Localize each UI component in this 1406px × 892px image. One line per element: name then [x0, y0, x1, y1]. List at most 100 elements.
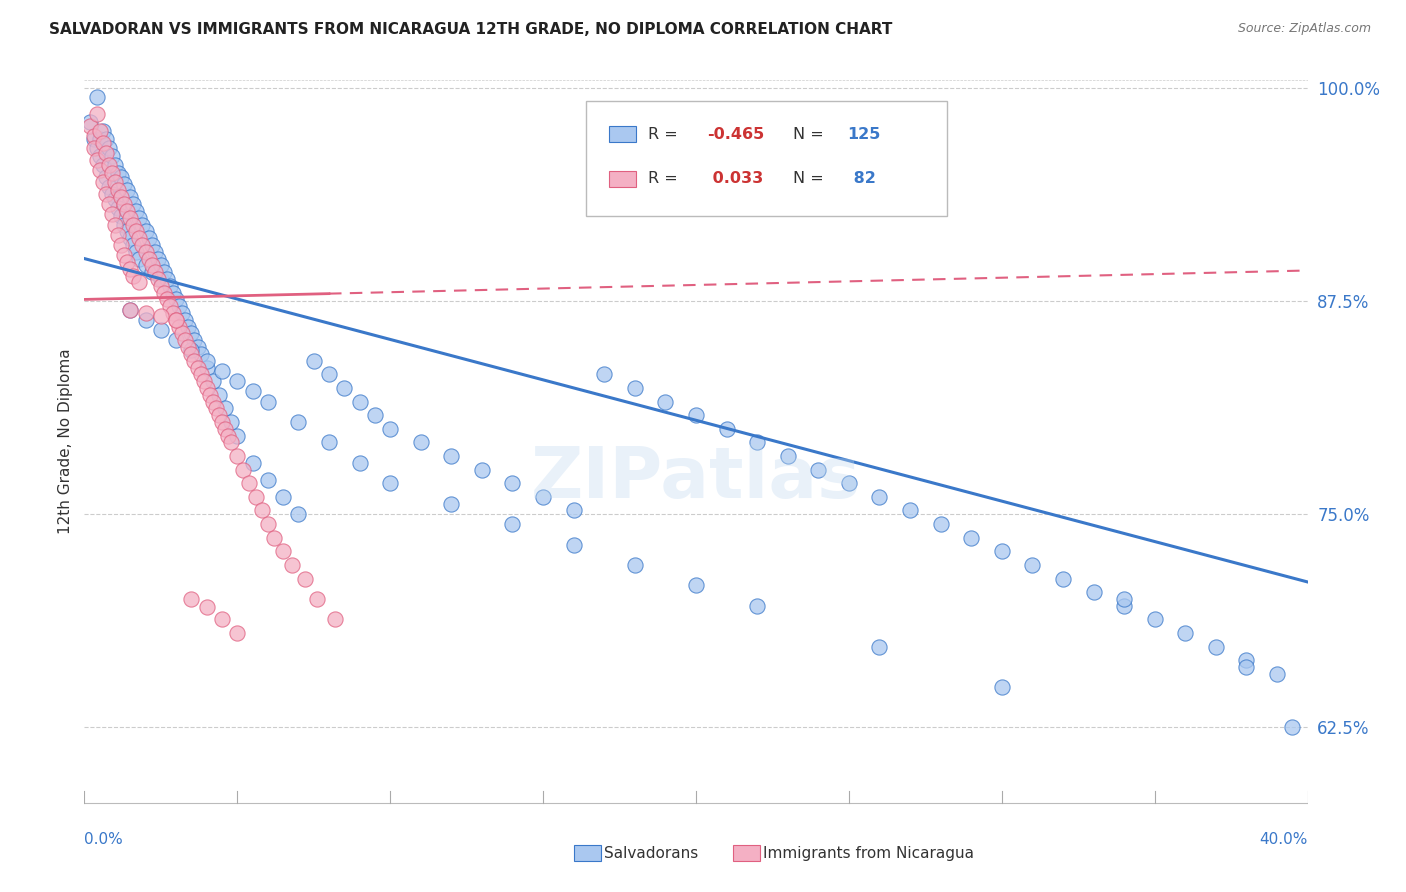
- Point: [257, 394, 280, 409]
- Point: [180, 591, 202, 606]
- Point: [502, 517, 524, 532]
- Point: [115, 184, 138, 198]
- Point: [162, 285, 184, 300]
- Point: [217, 428, 239, 442]
- Y-axis label: 12th Grade, No Diploma: 12th Grade, No Diploma: [58, 349, 73, 534]
- Point: [281, 558, 304, 572]
- Point: [143, 244, 166, 259]
- Point: [149, 323, 172, 337]
- Point: [190, 368, 212, 382]
- Point: [869, 640, 891, 654]
- Point: [776, 449, 799, 463]
- Point: [242, 384, 264, 399]
- Point: [1281, 720, 1303, 734]
- Point: [471, 462, 494, 476]
- Point: [214, 422, 236, 436]
- Point: [122, 218, 145, 232]
- Point: [94, 132, 117, 146]
- Point: [226, 626, 249, 640]
- Point: [112, 197, 135, 211]
- Point: [263, 531, 285, 545]
- Point: [110, 190, 132, 204]
- Point: [86, 141, 108, 155]
- Point: [1052, 572, 1074, 586]
- FancyBboxPatch shape: [609, 170, 636, 186]
- Point: [101, 186, 124, 201]
- Point: [107, 184, 129, 198]
- Point: [287, 415, 309, 429]
- Point: [104, 175, 127, 189]
- Point: [245, 490, 267, 504]
- Point: [208, 408, 231, 422]
- Point: [716, 422, 738, 436]
- Text: 40.0%: 40.0%: [1260, 832, 1308, 847]
- Point: [747, 435, 769, 450]
- Point: [201, 394, 224, 409]
- Point: [531, 490, 554, 504]
- Point: [131, 238, 153, 252]
- Text: Immigrants from Nicaragua: Immigrants from Nicaragua: [763, 846, 974, 861]
- Point: [257, 473, 280, 487]
- Point: [149, 259, 172, 273]
- Text: -0.465: -0.465: [707, 127, 765, 142]
- Point: [257, 517, 280, 532]
- Point: [174, 313, 197, 327]
- Point: [305, 591, 328, 606]
- Point: [112, 248, 135, 262]
- Point: [159, 299, 181, 313]
- Point: [156, 272, 179, 286]
- Point: [318, 435, 340, 450]
- Point: [79, 119, 101, 133]
- Point: [201, 374, 224, 388]
- Point: [349, 456, 371, 470]
- Point: [271, 490, 294, 504]
- Point: [654, 394, 676, 409]
- FancyBboxPatch shape: [609, 126, 636, 143]
- Point: [1236, 653, 1258, 667]
- Point: [195, 360, 218, 375]
- Point: [180, 343, 202, 358]
- Point: [174, 333, 197, 347]
- Point: [107, 227, 129, 242]
- Point: [83, 129, 105, 144]
- Point: [122, 238, 145, 252]
- Point: [128, 231, 150, 245]
- Point: [685, 408, 707, 422]
- Point: [138, 252, 160, 266]
- Point: [624, 381, 647, 395]
- Point: [1143, 612, 1166, 626]
- Point: [135, 313, 157, 327]
- Point: [380, 422, 402, 436]
- Point: [838, 476, 860, 491]
- Point: [89, 132, 111, 146]
- FancyBboxPatch shape: [586, 101, 946, 216]
- Point: [91, 158, 114, 172]
- Point: [138, 231, 160, 245]
- Point: [167, 299, 190, 313]
- Text: N =: N =: [793, 171, 828, 186]
- Point: [165, 333, 187, 347]
- Point: [685, 578, 707, 592]
- Point: [180, 326, 202, 341]
- Point: [349, 394, 371, 409]
- Point: [167, 319, 190, 334]
- Point: [183, 333, 205, 347]
- Point: [186, 360, 208, 375]
- Point: [807, 462, 830, 476]
- Point: [115, 255, 138, 269]
- Point: [205, 401, 228, 416]
- Point: [110, 169, 132, 184]
- Point: [440, 449, 463, 463]
- Point: [208, 388, 231, 402]
- Point: [242, 456, 264, 470]
- Point: [97, 180, 120, 194]
- Point: [89, 124, 111, 138]
- Point: [1114, 591, 1136, 606]
- Point: [318, 368, 340, 382]
- Text: 82: 82: [848, 171, 876, 186]
- FancyBboxPatch shape: [733, 845, 759, 862]
- Point: [143, 265, 166, 279]
- Point: [271, 544, 294, 558]
- Text: Salvadorans: Salvadorans: [605, 846, 699, 861]
- Point: [195, 600, 218, 615]
